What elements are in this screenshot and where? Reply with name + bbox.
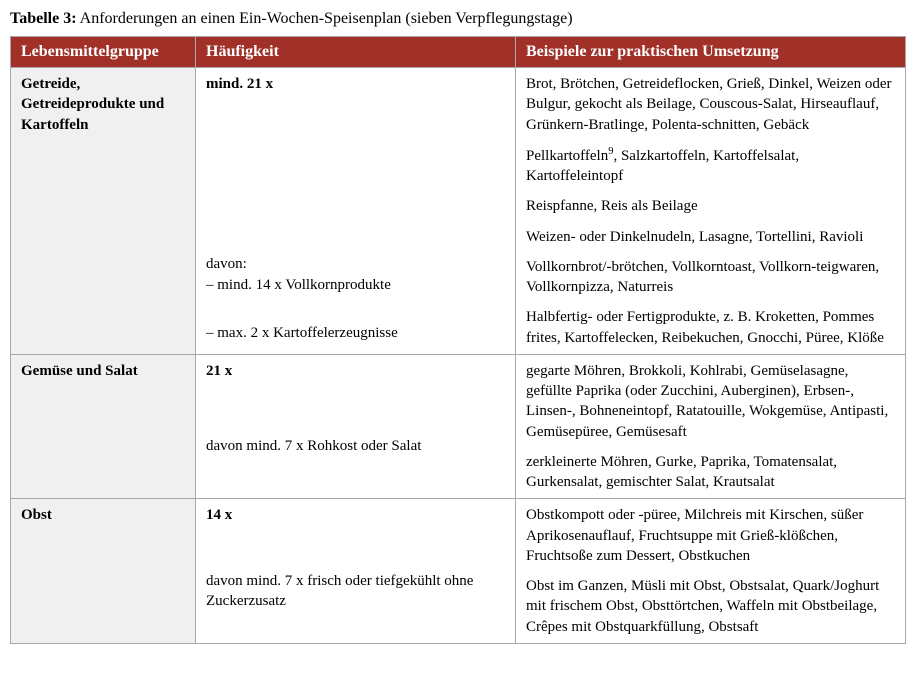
examples-cell: Obstkompott oder -püree, Milchreis mit K… bbox=[516, 499, 906, 644]
table-caption: Tabelle 3: Anforderungen an einen Ein-Wo… bbox=[10, 10, 905, 28]
frequency-cell: 14 x davon mind. 7 x frisch oder tiefgek… bbox=[196, 499, 516, 644]
header-col1: Lebensmittelgruppe bbox=[11, 37, 196, 68]
examples-cell: Brot, Brötchen, Getreideflocken, Grieß, … bbox=[516, 68, 906, 355]
caption-label: Tabelle 3: bbox=[10, 10, 77, 27]
freq-sub: – mind. 14 x Vollkornprodukte bbox=[206, 275, 505, 295]
freq-davon: davon: bbox=[206, 254, 505, 274]
example-text: Reispfanne, Reis als Beilage bbox=[526, 196, 895, 216]
header-col3: Beispiele zur praktischen Umsetzung bbox=[516, 37, 906, 68]
example-text: Vollkornbrot/-brötchen, Vollkorntoast, V… bbox=[526, 257, 895, 298]
header-row: Lebensmittelgruppe Häufigkeit Beispiele … bbox=[11, 37, 906, 68]
freq-sub: davon mind. 7 x Rohkost oder Salat bbox=[206, 436, 505, 456]
example-text: Obst im Ganzen, Müsli mit Obst, Obstsala… bbox=[526, 576, 895, 637]
example-text: Halbfertig- oder Fertigprodukte, z. B. K… bbox=[526, 307, 895, 348]
freq-main: 21 x bbox=[206, 361, 505, 381]
example-text: gegarte Möhren, Brokkoli, Kohlrabi, Gemü… bbox=[526, 361, 895, 442]
example-text: zerkleinerte Möhren, Gurke, Paprika, Tom… bbox=[526, 452, 895, 493]
example-text: Brot, Brötchen, Getreideflocken, Grieß, … bbox=[526, 74, 895, 135]
group-cell: Getreide, Getreideprodukte und Kartoffel… bbox=[11, 68, 196, 355]
group-cell: Obst bbox=[11, 499, 196, 644]
example-text: Obstkompott oder -püree, Milchreis mit K… bbox=[526, 505, 895, 566]
header-col2: Häufigkeit bbox=[196, 37, 516, 68]
freq-sub: – max. 2 x Kartoffelerzeugnisse bbox=[206, 323, 505, 343]
meal-plan-table: Lebensmittelgruppe Häufigkeit Beispiele … bbox=[10, 36, 906, 644]
caption-text: Anforderungen an einen Ein-Wochen-Speise… bbox=[80, 10, 573, 27]
example-text: Pellkartoffeln9, Salzkartoffeln, Kartoff… bbox=[526, 145, 895, 187]
table-row: Obst 14 x davon mind. 7 x frisch oder ti… bbox=[11, 499, 906, 644]
table-row: Getreide, Getreideprodukte und Kartoffel… bbox=[11, 68, 906, 355]
examples-cell: gegarte Möhren, Brokkoli, Kohlrabi, Gemü… bbox=[516, 354, 906, 499]
frequency-cell: mind. 21 x davon: – mind. 14 x Vollkornp… bbox=[196, 68, 516, 355]
freq-sub: davon mind. 7 x frisch oder tiefgekühlt … bbox=[206, 571, 505, 612]
table-row: Gemüse und Salat 21 x davon mind. 7 x Ro… bbox=[11, 354, 906, 499]
example-text: Weizen- oder Dinkelnudeln, Lasagne, Tort… bbox=[526, 227, 895, 247]
freq-main: 14 x bbox=[206, 505, 505, 525]
freq-main: mind. 21 x bbox=[206, 74, 505, 94]
frequency-cell: 21 x davon mind. 7 x Rohkost oder Salat bbox=[196, 354, 516, 499]
group-cell: Gemüse und Salat bbox=[11, 354, 196, 499]
